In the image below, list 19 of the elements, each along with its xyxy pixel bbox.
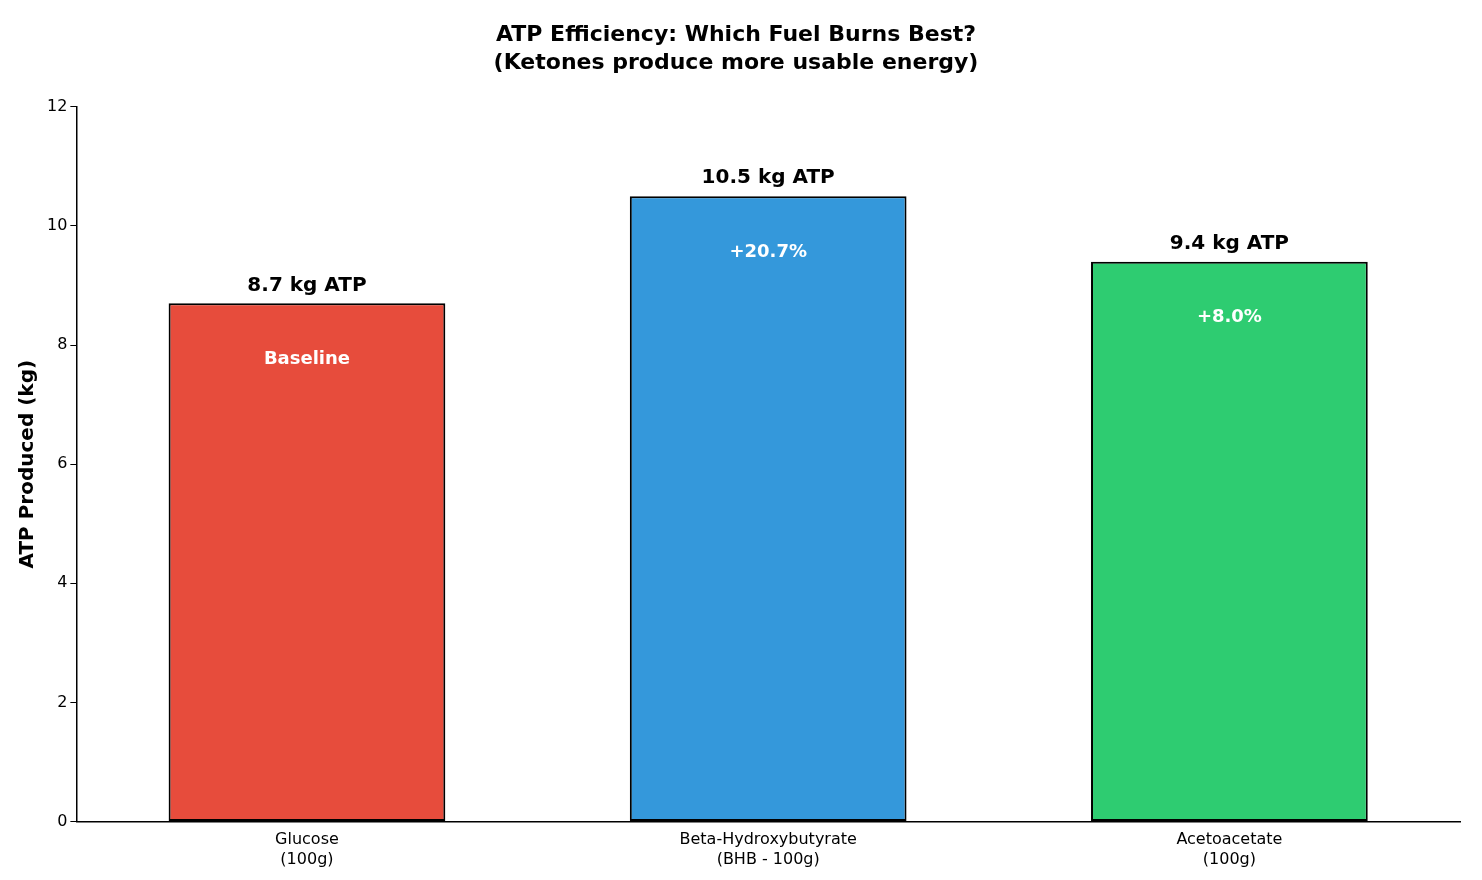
y-tick-label: 10 bbox=[47, 215, 68, 235]
annotation: +8.0% bbox=[1196, 305, 1262, 327]
data-label: 10.5 kg ATP bbox=[701, 164, 835, 189]
x-tick-label: Glucose (100g) bbox=[275, 829, 339, 868]
data-label: 8.7 kg ATP bbox=[247, 271, 367, 296]
y-axis-title: ATP Produced (kg) bbox=[14, 359, 39, 569]
x-tick-label: Beta-Hydroxybutyrate (BHB - 100g) bbox=[679, 829, 857, 868]
chart-subtitle: (Ketones produce more usable energy) bbox=[493, 49, 979, 75]
data-label: 9.4 kg ATP bbox=[1169, 229, 1289, 254]
y-tick-label: 2 bbox=[57, 691, 68, 711]
annotation: +20.7% bbox=[729, 239, 807, 261]
chart-title: ATP Efficiency: Which Fuel Burns Best? bbox=[496, 20, 976, 46]
x-tick-label: Acetoacetate (100g) bbox=[1176, 829, 1283, 868]
y-tick-label: 0 bbox=[57, 810, 68, 830]
y-tick-label: 8 bbox=[57, 334, 68, 354]
y-tick-label: 4 bbox=[57, 572, 68, 592]
y-tick-label: 6 bbox=[57, 453, 68, 473]
y-tick-label: 12 bbox=[47, 95, 68, 115]
annotation: Baseline bbox=[263, 347, 351, 369]
